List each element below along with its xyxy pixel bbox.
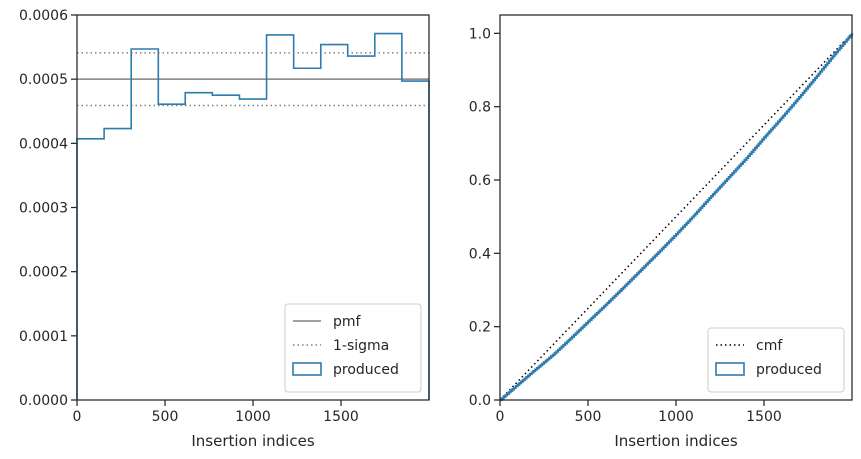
produced-curve <box>500 33 854 402</box>
cmf-line <box>499 32 853 401</box>
x-tick-label: 500 <box>575 409 602 425</box>
legend-label: produced <box>333 362 399 378</box>
y-tick-label: 0.0000 <box>19 393 68 409</box>
left-panel: 0.0000 0.0001 0.0002 0.0003 0.0004 0.0005 0.00… <box>19 8 430 450</box>
y-tick-label: 0.0005 <box>19 72 68 88</box>
y-tick-label: 0.0002 <box>19 265 68 281</box>
legend: cmf produced <box>707 327 845 393</box>
y-tick-label: 0.4 <box>469 246 491 262</box>
legend: pmf 1-sigma produced <box>284 303 422 393</box>
legend-produced-handle <box>715 362 745 376</box>
legend-produced-handle <box>292 362 322 376</box>
x-tick-label: 0 <box>496 409 505 425</box>
x-tick-label: 500 <box>152 409 179 425</box>
right-panel: 0.0 0.2 0.4 0.6 0.8 1.0 0 500 1000 1500 Insertion … <box>469 14 854 450</box>
y-tick-label: 0.0 <box>469 393 491 409</box>
legend-label: cmf <box>756 338 783 354</box>
y-tick-label: 0.0001 <box>19 329 68 345</box>
y-tick-label: 0.2 <box>469 320 491 336</box>
y-tick-label: 0.0003 <box>19 201 68 217</box>
legend-box <box>284 303 422 393</box>
x-tick-label: 1500 <box>746 409 782 425</box>
y-tick-label: 0.6 <box>469 173 491 189</box>
y-tick-label: 0.0006 <box>19 8 68 24</box>
legend-label: 1-sigma <box>333 338 389 354</box>
y-tick-label: 0.0004 <box>19 136 68 152</box>
x-tick-label: 1500 <box>323 409 359 425</box>
x-axis-label: Insertion indices <box>614 432 737 450</box>
x-tick-label: 1000 <box>658 409 694 425</box>
axes-frame <box>499 14 853 401</box>
axes-frame <box>76 14 430 401</box>
produced-histogram <box>76 32 430 400</box>
x-tick-label: 0 <box>73 409 82 425</box>
x-tick-label: 1000 <box>235 409 271 425</box>
legend-label: produced <box>756 362 822 378</box>
legend-label: pmf <box>333 314 362 330</box>
legend-box <box>707 327 845 393</box>
y-tick-label: 0.8 <box>469 100 491 116</box>
x-axis-label: Insertion indices <box>191 432 314 450</box>
y-tick-label: 1.0 <box>469 26 491 42</box>
